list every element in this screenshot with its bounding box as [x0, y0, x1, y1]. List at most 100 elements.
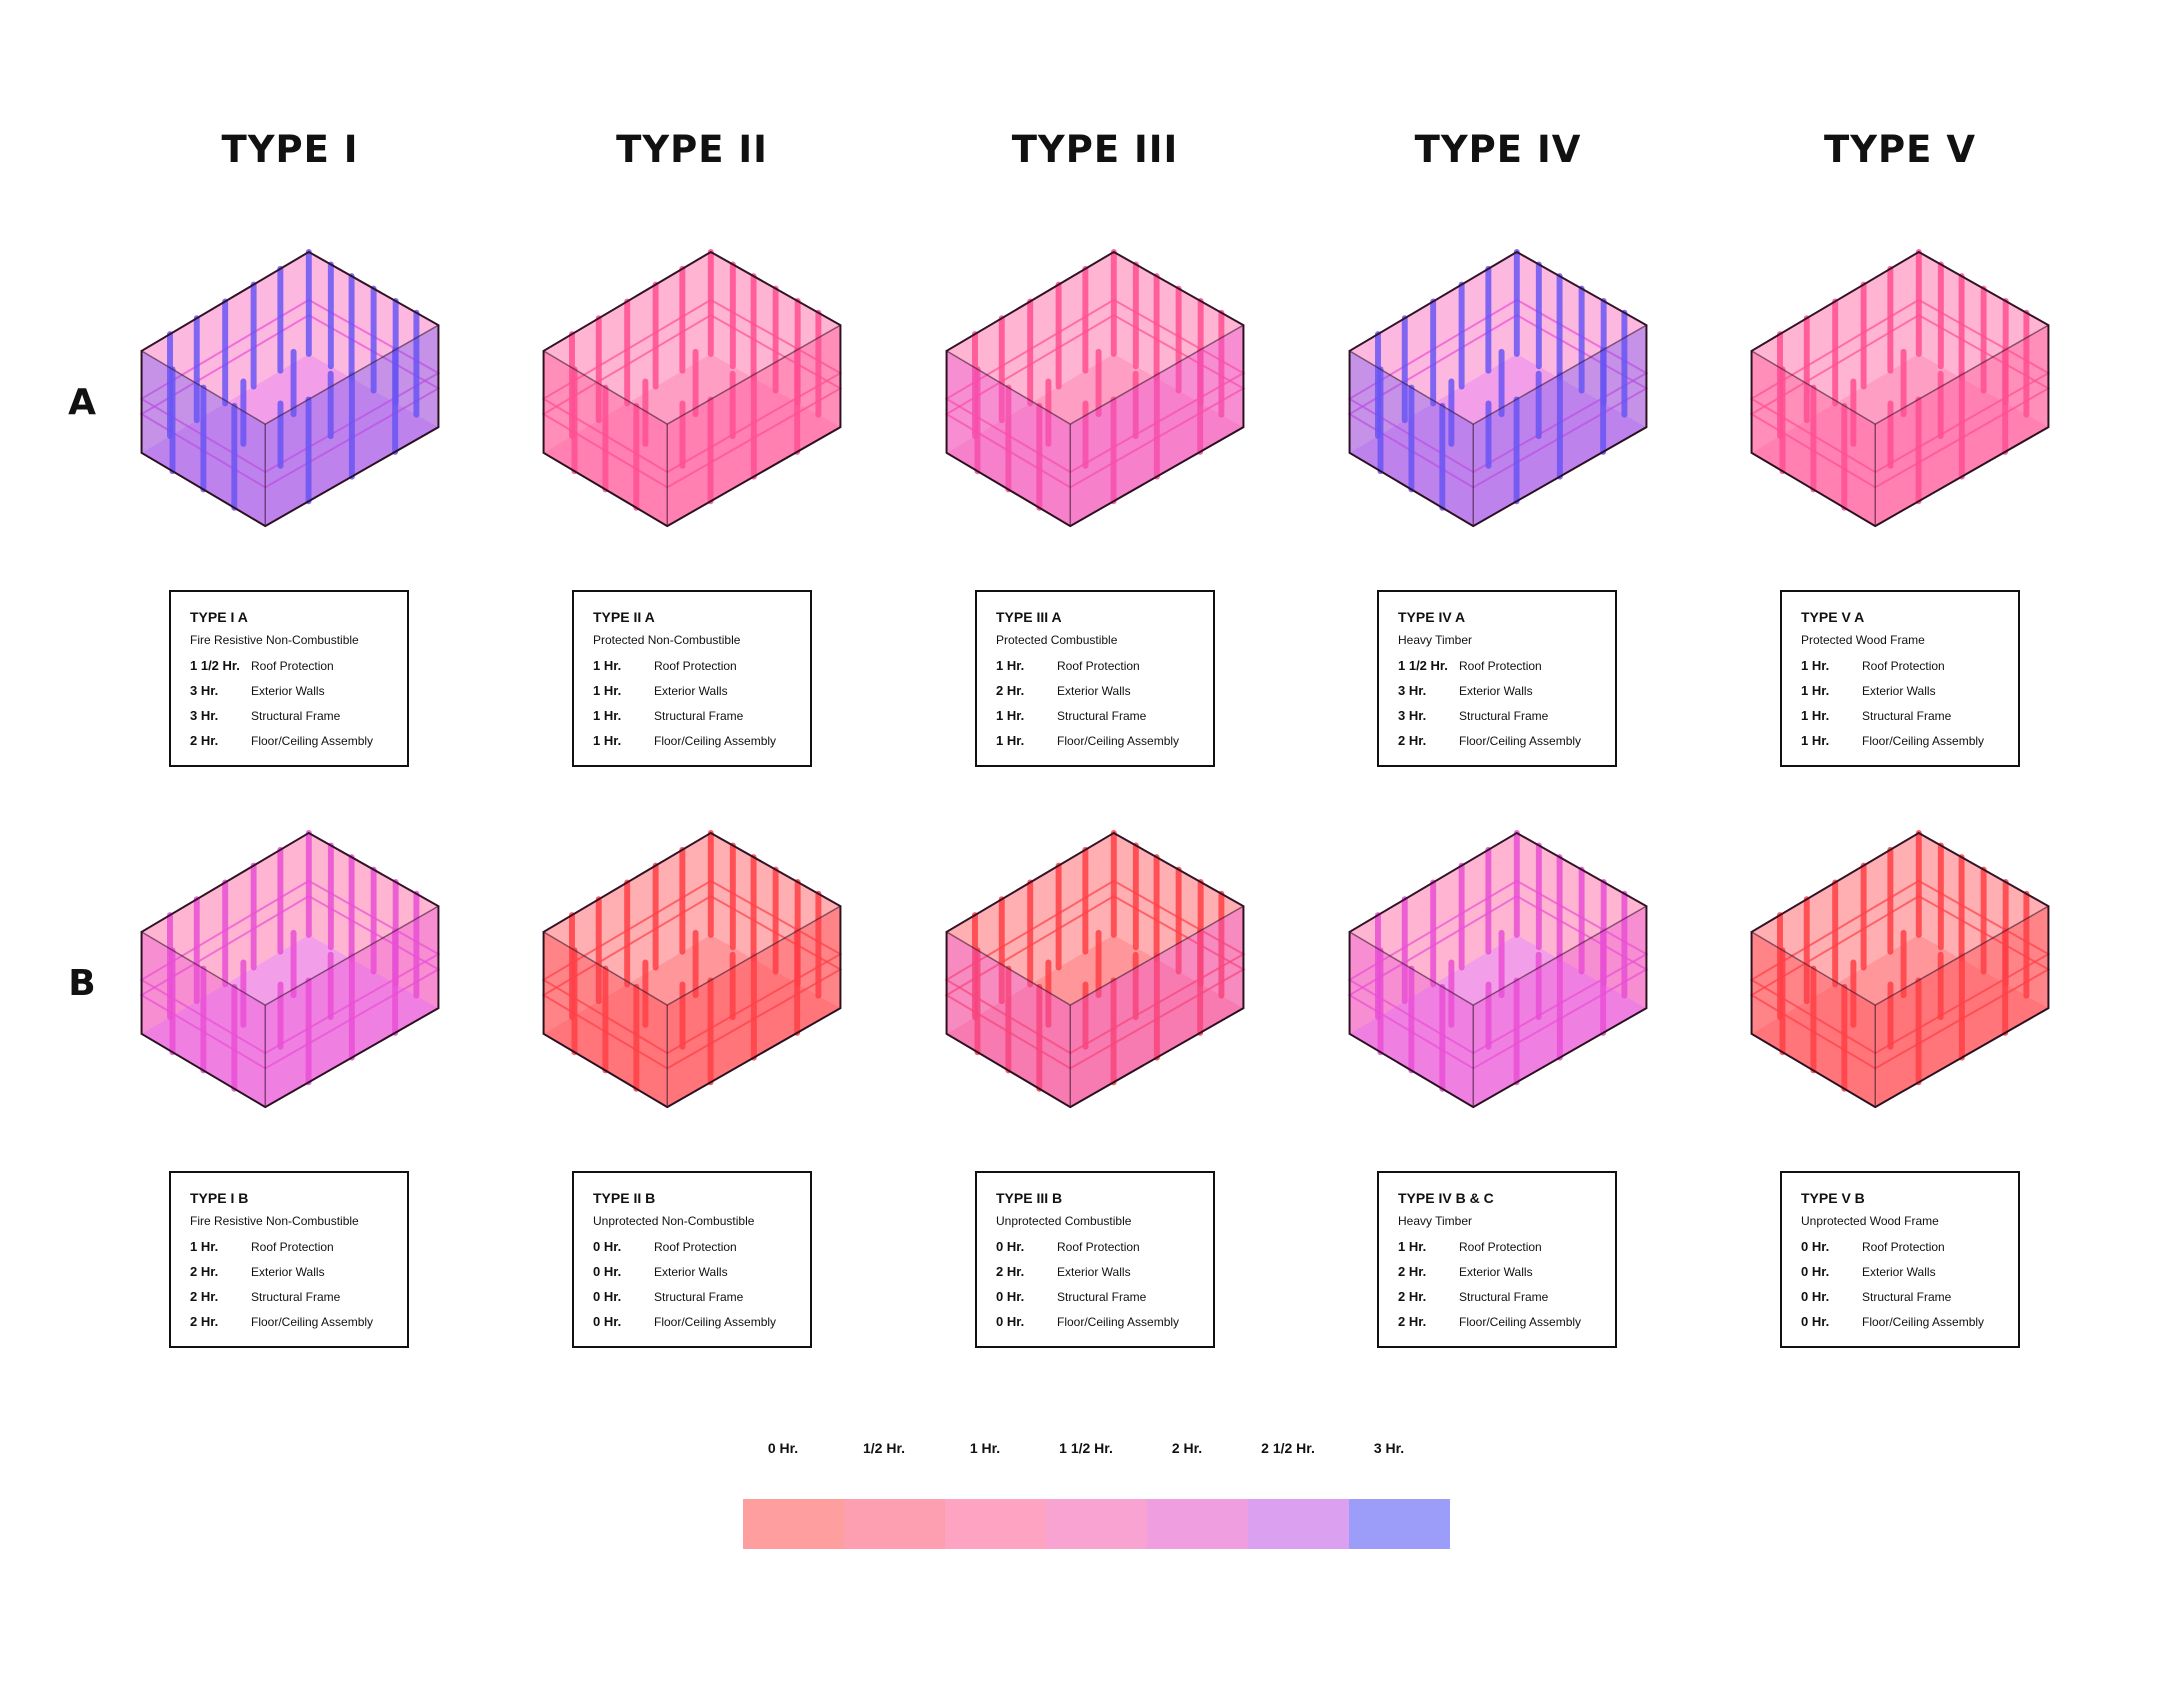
floor-slab: [543, 934, 841, 1108]
rating-value: 3 Hr.: [1398, 708, 1427, 723]
rating-item: Structural Frame: [654, 1290, 744, 1304]
rating-value: 0 Hr.: [593, 1239, 622, 1254]
legend-swatch-half-hr: [844, 1499, 945, 1549]
rating-value: 1 Hr.: [593, 708, 622, 723]
rating-item: Floor/Ceiling Assembly: [1057, 1315, 1180, 1329]
rating-value: 1 Hr.: [1801, 683, 1830, 698]
info-card-type-iv-a: TYPE IV A Heavy Timber 1 1/2 Hr. Roof Pro…: [1377, 590, 1617, 767]
front-right-exterior-wall: [1875, 906, 2049, 1108]
rating-row-walls: 1 Hr. Exterior Walls: [593, 678, 810, 703]
card-subtitle: Unprotected Non-Combustible: [593, 1214, 755, 1228]
rating-row-frame: 0 Hr. Structural Frame: [1801, 1284, 2018, 1309]
rating-row-roof: 1 1/2 Hr. Roof Protection: [1398, 653, 1615, 678]
building-isometric: [541, 829, 843, 1109]
roof-edge: [945, 251, 1245, 426]
info-card-type-iii-b: TYPE III B Unprotected Combustible 0 Hr.…: [975, 1171, 1215, 1348]
front-right-exterior-wall: [265, 906, 439, 1108]
roof-edge: [542, 832, 842, 1007]
rating-item: Floor/Ceiling Assembly: [1862, 734, 1985, 748]
building-isometric: [1347, 829, 1649, 1109]
front-left-exterior-wall: [1751, 931, 1876, 1108]
building-isometric: [139, 248, 441, 528]
rating-value: 2 Hr.: [1398, 733, 1427, 748]
card-title: TYPE II A: [593, 609, 655, 625]
column-header-type-iii: TYPE III: [1011, 128, 1179, 171]
rating-value: 0 Hr.: [996, 1289, 1025, 1304]
rating-row-frame: 0 Hr. Structural Frame: [996, 1284, 1213, 1309]
model-type-iii-b: [940, 829, 1250, 1114]
rating-row-roof: 1 Hr. Roof Protection: [190, 1234, 407, 1259]
rating-value: 1 Hr.: [1801, 733, 1830, 748]
rating-row-floor: 2 Hr. Floor/Ceiling Assembly: [1398, 728, 1615, 753]
card-subtitle: Protected Non-Combustible: [593, 633, 741, 647]
floor-slab: [1751, 353, 2049, 527]
front-right-exterior-wall: [1473, 325, 1647, 527]
model-type-iii-a: [940, 248, 1250, 533]
floor-slab: [141, 353, 439, 527]
rating-item: Floor/Ceiling Assembly: [654, 1315, 777, 1329]
rating-item: Structural Frame: [251, 709, 341, 723]
rating-item: Floor/Ceiling Assembly: [1057, 734, 1180, 748]
rating-item: Floor/Ceiling Assembly: [251, 1315, 374, 1329]
rating-value: 0 Hr.: [996, 1239, 1025, 1254]
rating-value: 0 Hr.: [593, 1314, 622, 1329]
rating-row-frame: 0 Hr. Structural Frame: [593, 1284, 810, 1309]
card-title: TYPE III B: [996, 1190, 1063, 1206]
rating-item: Floor/Ceiling Assembly: [1459, 734, 1582, 748]
info-card-type-ii-a: TYPE II A Protected Non-Combustible 1 Hr…: [572, 590, 812, 767]
roof-edge: [140, 832, 440, 1007]
roof-edge: [1348, 251, 1648, 426]
front-left-exterior-wall: [141, 931, 266, 1108]
rating-value: 2 Hr.: [190, 733, 219, 748]
rating-item: Exterior Walls: [1459, 1265, 1533, 1279]
front-left-exterior-wall: [1349, 350, 1474, 527]
rating-value: 3 Hr.: [1398, 683, 1427, 698]
rating-row-floor: 0 Hr. Floor/Ceiling Assembly: [996, 1309, 1213, 1334]
legend-swatch-2-5-hr: [1248, 1499, 1349, 1549]
rating-value: 2 Hr.: [1398, 1289, 1427, 1304]
building-isometric: [1347, 248, 1649, 528]
rating-item: Roof Protection: [251, 1240, 334, 1254]
roof-edge: [1348, 832, 1648, 1007]
front-left-exterior-wall: [1751, 350, 1876, 527]
front-left-exterior-wall: [946, 350, 1071, 527]
column-header-type-ii: TYPE II: [616, 128, 768, 171]
rating-item: Structural Frame: [1057, 709, 1147, 723]
floor-slab: [946, 934, 1244, 1108]
rating-row-floor: 1 Hr. Floor/Ceiling Assembly: [593, 728, 810, 753]
rating-row-floor: 2 Hr. Floor/Ceiling Assembly: [190, 728, 407, 753]
rating-row-walls: 2 Hr. Exterior Walls: [1398, 1259, 1615, 1284]
building-isometric: [1749, 248, 2051, 528]
column-header-type-iv: TYPE IV: [1414, 128, 1582, 171]
rating-row-floor: 2 Hr. Floor/Ceiling Assembly: [190, 1309, 407, 1334]
front-right-exterior-wall: [1070, 325, 1244, 527]
legend-label-3-hr: 3 Hr.: [1373, 1440, 1405, 1456]
info-card-type-ii-b: TYPE II B Unprotected Non-Combustible 0 …: [572, 1171, 812, 1348]
rating-value: 0 Hr.: [1801, 1314, 1830, 1329]
card-subtitle: Fire Resistive Non-Combustible: [190, 633, 359, 647]
rating-item: Exterior Walls: [1459, 684, 1533, 698]
card-title: TYPE IV B & C: [1398, 1190, 1494, 1206]
rating-row-floor: 1 Hr. Floor/Ceiling Assembly: [996, 728, 1213, 753]
rating-value: 1 1/2 Hr.: [190, 658, 240, 673]
rating-item: Structural Frame: [654, 709, 744, 723]
model-type-i-b: [135, 829, 445, 1114]
building-isometric: [944, 248, 1246, 528]
rating-item: Roof Protection: [1057, 659, 1140, 673]
card-subtitle: Heavy Timber: [1398, 1214, 1473, 1228]
legend-swatch-1-5-hr: [1046, 1499, 1147, 1549]
rating-value: 1 Hr.: [1398, 1239, 1427, 1254]
building-isometric: [944, 829, 1246, 1109]
legend-label-2-hr: 2 Hr.: [1171, 1440, 1203, 1456]
floor-slab: [1751, 934, 2049, 1108]
info-card-type-i-b: TYPE I B Fire Resistive Non-Combustible …: [169, 1171, 409, 1348]
rating-value: 1 Hr.: [996, 658, 1025, 673]
rating-value: 1 1/2 Hr.: [1398, 658, 1448, 673]
card-subtitle: Protected Wood Frame: [1801, 633, 1925, 647]
rating-row-walls: 0 Hr. Exterior Walls: [593, 1259, 810, 1284]
rating-item: Exterior Walls: [251, 1265, 325, 1279]
rating-row-roof: 0 Hr. Roof Protection: [1801, 1234, 2018, 1259]
rating-row-roof: 0 Hr. Roof Protection: [996, 1234, 1213, 1259]
model-type-v-a: [1745, 248, 2055, 533]
front-right-exterior-wall: [265, 325, 439, 527]
